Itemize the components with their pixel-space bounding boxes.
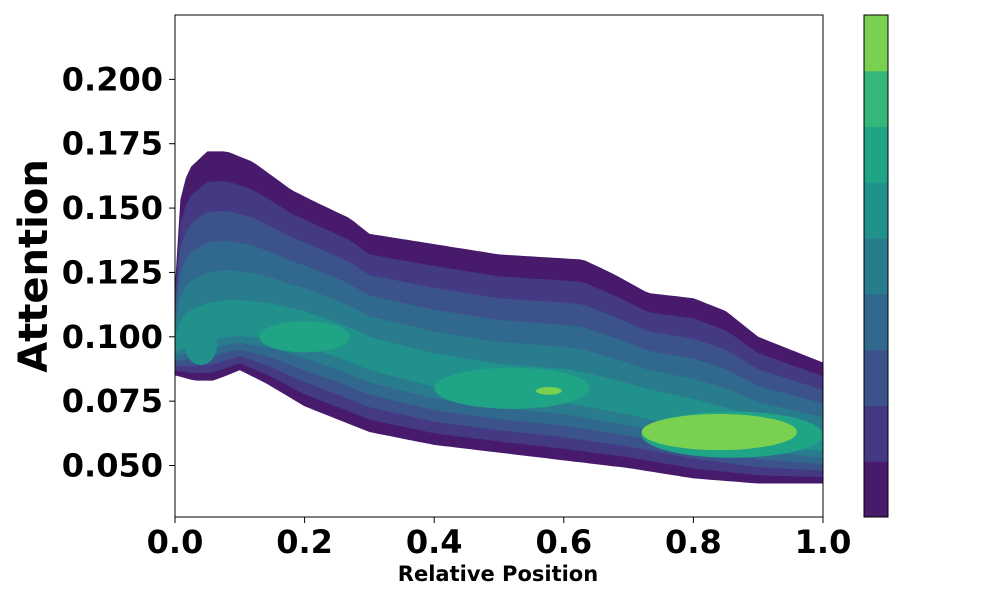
x-axis-ticks: 0.0 0.2 0.4 0.6 0.8 1.0 [147,517,852,561]
colorbar-segment [864,293,888,351]
colorbar-segment [864,238,888,295]
colorbar-segment [864,405,888,462]
colorbar-frame [863,14,889,518]
density-hotspot-1 [259,321,350,353]
y-tick-label: 0.150 [62,189,163,227]
colorbar-segment [864,126,888,183]
x-tick-label: 0.4 [406,523,463,561]
x-tick-label: 0.0 [147,523,204,561]
colorbar-segment [864,182,888,239]
x-axis-label: Relative Position [398,562,598,586]
colorbar-segment [864,70,888,128]
y-tick-label: 0.075 [62,382,163,420]
density-hotspot-3 [535,386,562,395]
x-tick-label: 1.0 [795,523,852,561]
colorbar-segment [864,349,888,406]
y-tick-label: 0.050 [62,447,163,485]
colorbar-segment [864,15,888,72]
density-contours [175,151,823,484]
colorbar [863,14,889,518]
x-tick-label: 0.8 [665,523,722,561]
y-axis-ticks: 0.050 0.075 0.100 0.125 0.150 0.175 0.200 [62,60,175,485]
x-tick-label: 0.2 [276,523,333,561]
density-hotspot-5 [641,414,798,451]
colorbar-segment [864,461,888,518]
y-tick-label: 0.175 [62,125,163,163]
plot-frame [174,14,824,518]
density-hotspot-2 [434,367,590,409]
density-hotspot-6 [184,323,218,366]
y-tick-label: 0.200 [62,60,163,98]
x-tick-label: 0.6 [535,523,592,561]
y-axis-label: Attention [11,159,57,373]
y-tick-label: 0.125 [62,253,163,291]
y-tick-label: 0.100 [62,318,163,356]
